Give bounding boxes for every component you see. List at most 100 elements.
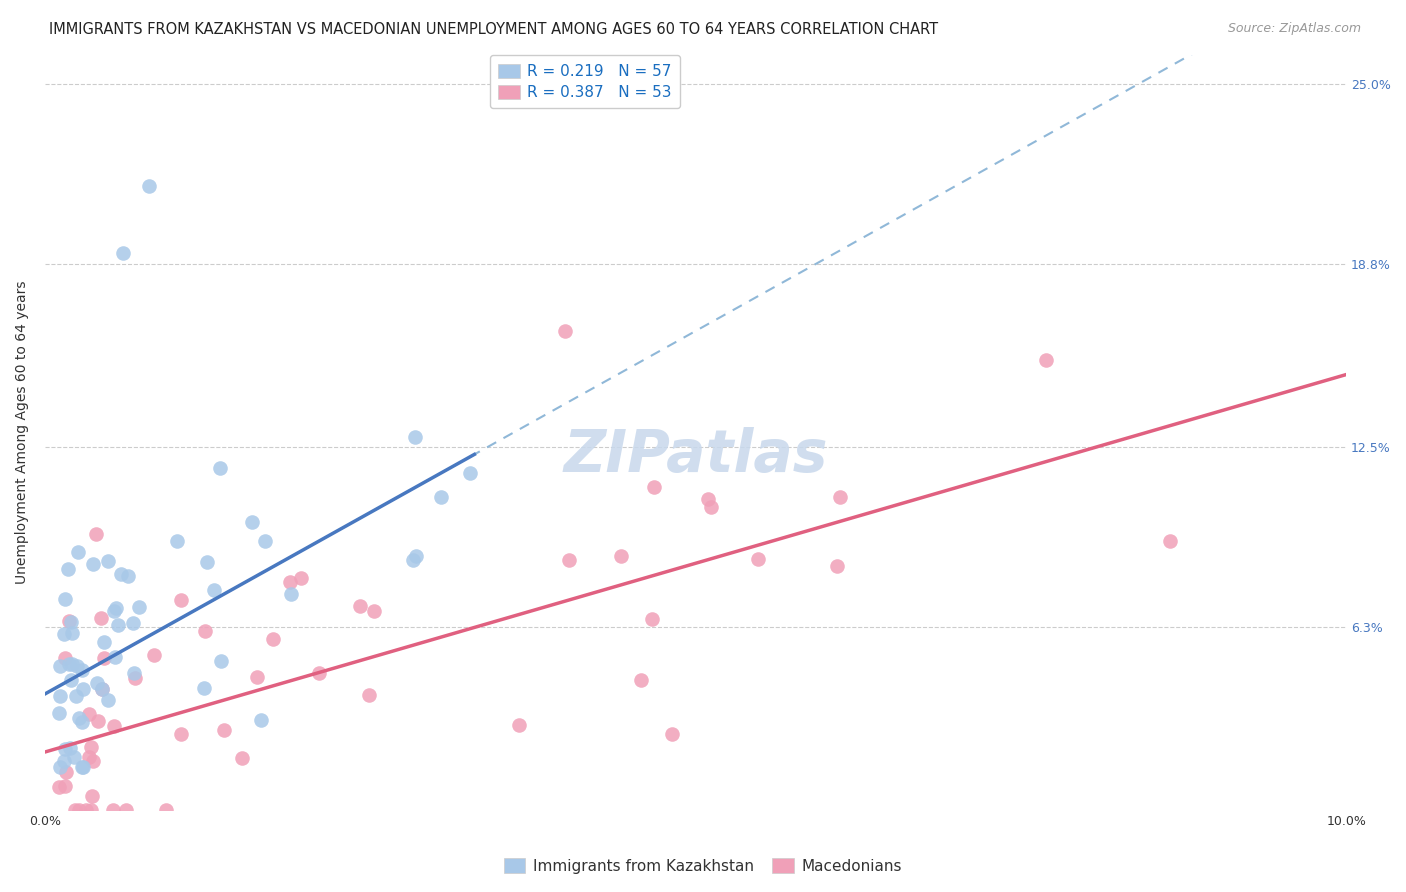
Point: [53, 651, 76, 665]
Point: [91, 681, 114, 696]
Point: [357, 688, 380, 702]
Point: [90, 611, 112, 625]
Point: [825, 559, 848, 574]
Point: [77, 706, 100, 721]
Point: [430, 490, 453, 504]
Point: [404, 430, 426, 444]
Point: [166, 533, 188, 548]
Point: [193, 681, 215, 695]
Point: [104, 649, 127, 664]
Point: [110, 567, 132, 582]
Point: [55, 741, 77, 756]
Text: Source: ZipAtlas.com: Source: ZipAtlas.com: [1227, 22, 1361, 36]
Point: [349, 599, 371, 613]
Point: [49, 759, 72, 773]
Point: [80, 803, 103, 817]
Point: [124, 671, 146, 685]
Point: [67, 803, 90, 817]
Point: [508, 718, 530, 732]
Point: [87, 714, 110, 728]
Point: [143, 648, 166, 662]
Point: [1035, 353, 1057, 368]
Point: [253, 534, 276, 549]
Point: [115, 803, 138, 817]
Point: [82, 754, 104, 768]
Point: [58, 657, 80, 671]
Point: [630, 673, 652, 687]
Point: [208, 461, 231, 475]
Point: [278, 574, 301, 589]
Point: [72, 681, 94, 696]
Point: [103, 719, 125, 733]
Point: [460, 466, 482, 480]
Point: [554, 324, 576, 338]
Point: [138, 178, 160, 193]
Point: [62, 749, 84, 764]
Point: [363, 604, 385, 618]
Point: [80, 740, 103, 755]
Point: [195, 555, 218, 569]
Point: [212, 723, 235, 737]
Point: [262, 632, 284, 647]
Point: [1159, 533, 1181, 548]
Point: [55, 764, 77, 779]
Point: [308, 666, 330, 681]
Point: [170, 593, 193, 607]
Point: [250, 714, 273, 728]
Point: [122, 666, 145, 681]
Point: [101, 803, 124, 817]
Point: [82, 789, 104, 803]
Point: [231, 751, 253, 765]
Point: [117, 568, 139, 582]
Point: [121, 615, 143, 630]
Point: [82, 557, 104, 571]
Point: [170, 727, 193, 741]
Point: [103, 604, 125, 618]
Legend: Immigrants from Kazakhstan, Macedonians: Immigrants from Kazakhstan, Macedonians: [498, 852, 908, 880]
Point: [90, 682, 112, 697]
Point: [48, 690, 70, 704]
Point: [56, 561, 79, 575]
Point: [60, 625, 83, 640]
Text: ZIPatlas: ZIPatlas: [564, 426, 828, 483]
Point: [70, 715, 93, 730]
Point: [53, 591, 76, 606]
Point: [72, 759, 94, 773]
Point: [97, 554, 120, 568]
Point: [97, 693, 120, 707]
Point: [155, 803, 177, 817]
Point: [65, 690, 87, 704]
Point: [128, 599, 150, 614]
Point: [209, 654, 232, 668]
Point: [240, 515, 263, 529]
Point: [747, 552, 769, 566]
Point: [75, 803, 97, 817]
Point: [59, 741, 82, 756]
Point: [280, 587, 302, 601]
Point: [53, 780, 76, 794]
Legend: R = 0.219   N = 57, R = 0.387   N = 53: R = 0.219 N = 57, R = 0.387 N = 53: [489, 55, 681, 109]
Point: [93, 651, 115, 665]
Point: [84, 527, 107, 541]
Point: [246, 670, 269, 684]
Point: [65, 803, 87, 817]
Point: [112, 245, 135, 260]
Point: [48, 706, 70, 721]
Point: [59, 673, 82, 687]
Point: [86, 676, 108, 690]
Point: [641, 611, 664, 625]
Point: [48, 780, 70, 794]
Point: [67, 544, 90, 558]
Point: [405, 549, 427, 564]
Point: [697, 491, 720, 506]
Point: [66, 658, 89, 673]
Point: [557, 553, 579, 567]
Point: [67, 711, 90, 725]
Point: [107, 617, 129, 632]
Point: [194, 624, 217, 638]
Point: [828, 490, 851, 504]
Point: [610, 549, 633, 564]
Point: [104, 601, 127, 615]
Point: [53, 627, 76, 641]
Point: [700, 500, 723, 514]
